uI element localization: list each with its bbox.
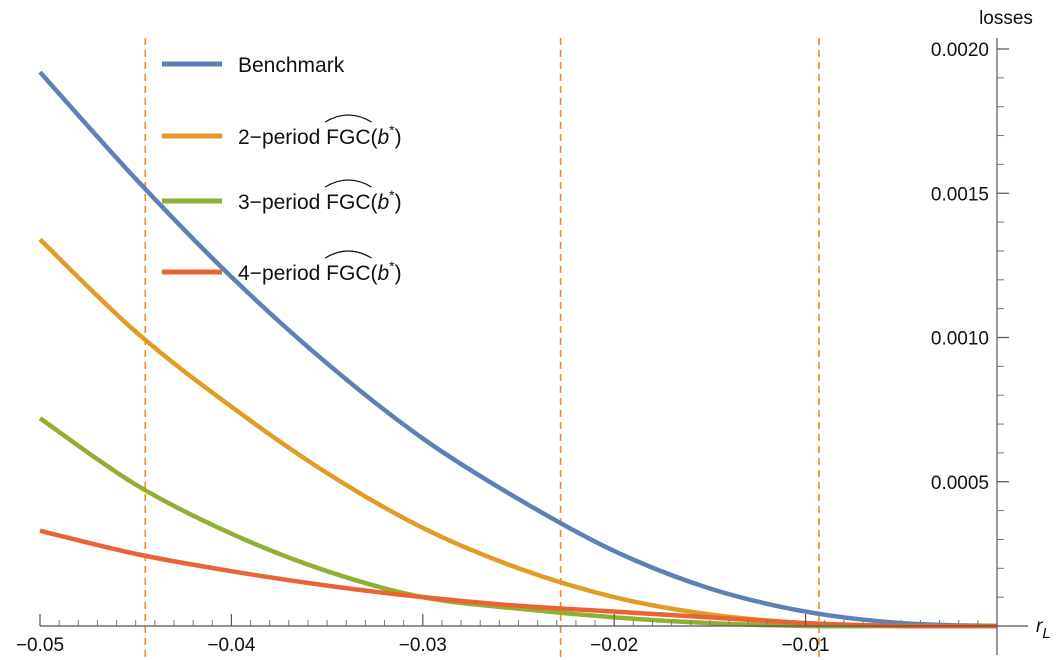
y-tick-label: 0.0015	[931, 184, 989, 205]
x-axis-title: rL	[1036, 616, 1051, 642]
legend-prefix: 2−period	[238, 126, 326, 149]
series-line-2	[38, 237, 998, 629]
legend-paren-close: )	[395, 191, 402, 214]
legend-fgc: FGC	[326, 191, 370, 214]
legend-arg-var: b	[377, 126, 389, 149]
legend-arg-sup: *	[389, 258, 395, 274]
legend-paren-open: (	[370, 262, 377, 285]
legend-paren-open: (	[370, 126, 377, 149]
x-tick-label: −0.02	[590, 635, 638, 656]
legend-label-4: 4−period FGC(b*)	[238, 258, 402, 285]
legend-label-1: Benchmark	[238, 54, 345, 77]
series-line-3	[38, 416, 997, 629]
legend-paren-close: )	[395, 126, 402, 149]
legend-prefix: 3−period	[238, 191, 326, 214]
legend-label-3: 3−period FGC(b*)	[238, 187, 402, 214]
axes: losses rL	[40, 8, 1051, 655]
x-tick-label: −0.01	[782, 635, 830, 656]
x-tick-label: −0.03	[399, 635, 447, 656]
y-tick-label: 0.0005	[931, 473, 989, 494]
legend-prefix: 4−period	[238, 262, 326, 285]
x-axis-title-var: r	[1036, 616, 1043, 637]
legend-hat-3	[324, 179, 372, 188]
legend-hat-4	[324, 250, 372, 259]
legend-fgc: FGC	[326, 126, 370, 149]
y-tick-label: 0.0020	[931, 40, 989, 61]
legend-hat-2	[324, 114, 372, 123]
y-axis-title: losses	[979, 8, 1033, 29]
legend-paren-close: )	[395, 262, 402, 285]
legend-arg-sup: *	[389, 122, 395, 138]
series-lines	[38, 70, 998, 629]
legend-arg-sup: *	[389, 187, 395, 203]
x-tick-label: −0.04	[207, 635, 256, 656]
legend-fgc: FGC	[326, 262, 370, 285]
y-tick-label: 0.0010	[931, 329, 989, 350]
ticks: −0.05 −0.04 −0.03 −0.02 −0.01 0.0005 0.0010 0.0…	[16, 40, 1009, 656]
legend-arg-var: b	[377, 262, 389, 285]
x-tick-label: −0.05	[16, 635, 64, 656]
series-line-4	[39, 528, 998, 629]
x-axis-title-sub: L	[1042, 625, 1050, 642]
legend-paren-open: (	[370, 191, 377, 214]
series-line-1	[38, 70, 998, 629]
legend-arg-var: b	[377, 191, 389, 214]
legend-label-2: 2−period FGC(b*)	[238, 122, 402, 149]
